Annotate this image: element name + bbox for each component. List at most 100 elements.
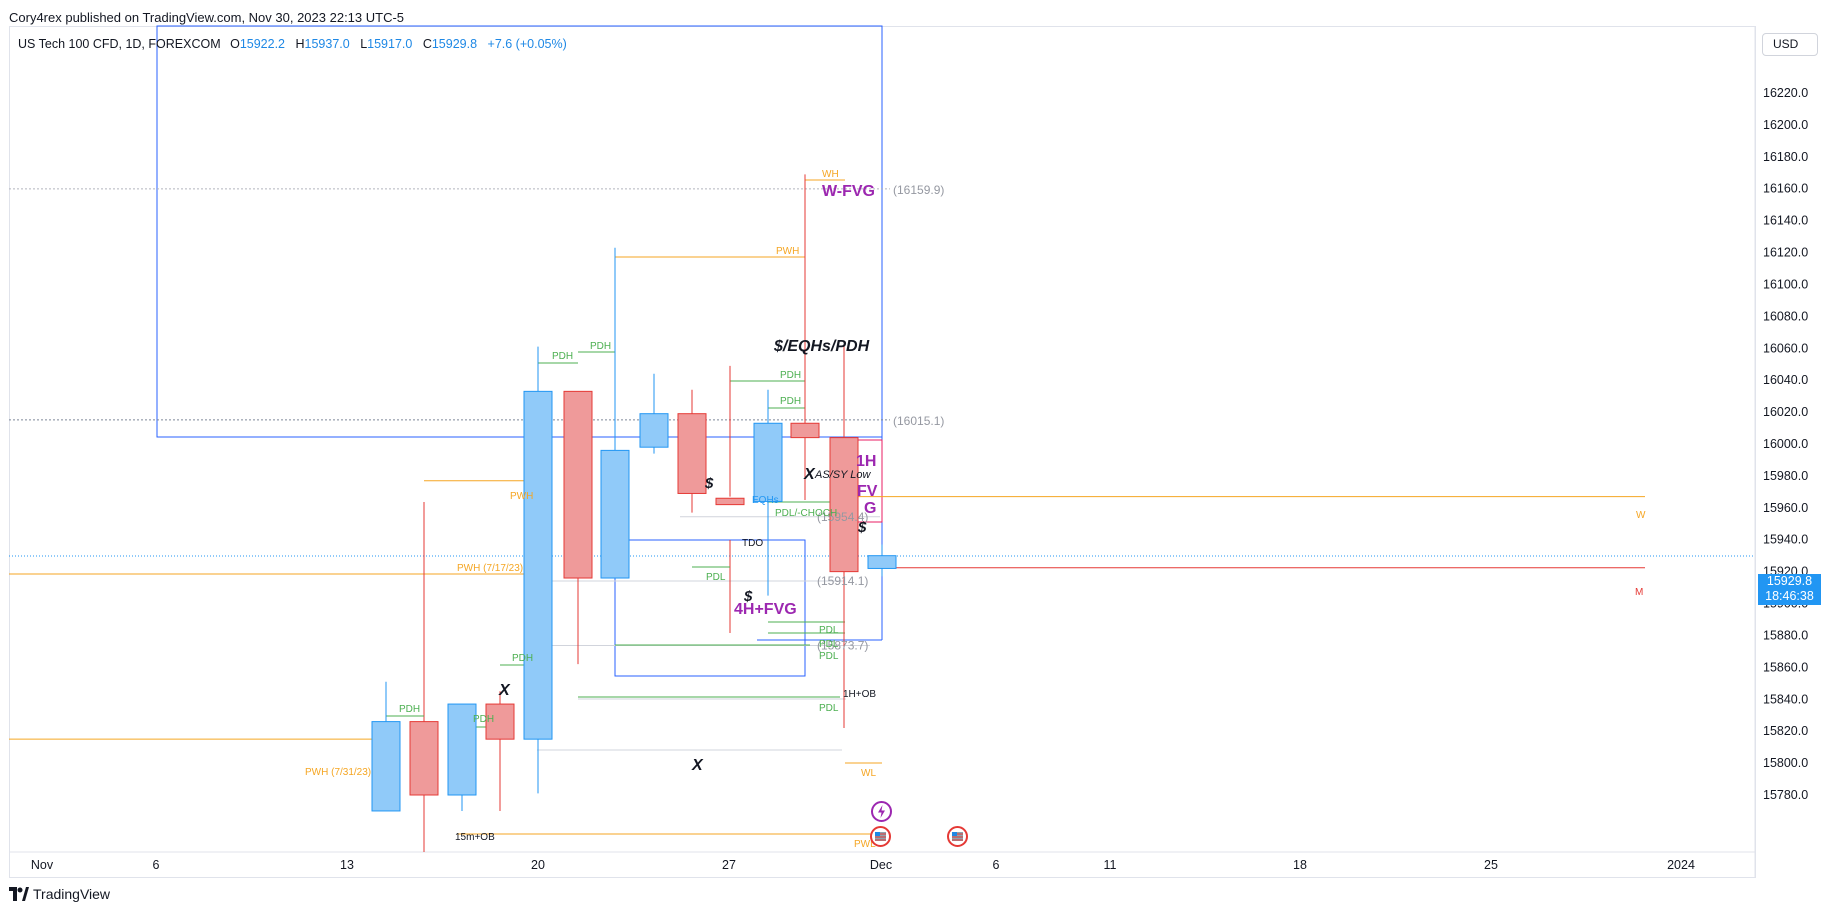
dollar-marker: $ bbox=[704, 475, 714, 492]
publisher-text: Cory4rex published on TradingView.com, N… bbox=[9, 10, 405, 25]
w-fvg-label: W-FVG bbox=[822, 183, 875, 200]
discount-zone-box bbox=[614, 539, 806, 677]
price-level-label: (16015.1) bbox=[893, 414, 944, 428]
x-tick-label: 6 bbox=[153, 858, 160, 872]
pdh-label: PDH bbox=[473, 714, 494, 725]
candle[interactable] bbox=[753, 389, 783, 596]
y-tick-label: 15960.0 bbox=[1763, 501, 1808, 515]
high-value: 15937.0 bbox=[304, 37, 350, 51]
price-level-label: (16159.9) bbox=[893, 183, 944, 197]
candle[interactable] bbox=[600, 247, 630, 579]
y-tick-label: 16120.0 bbox=[1763, 246, 1808, 260]
low-value: 15917.0 bbox=[367, 37, 413, 51]
pdl-label: PDL bbox=[819, 703, 839, 714]
dollar-marker: $ bbox=[857, 519, 867, 536]
as-sy-low-label: AS/SY Low bbox=[814, 469, 871, 481]
1h-ob-label: 1H+OB bbox=[843, 689, 876, 700]
pdl-label: PDL bbox=[819, 639, 839, 650]
y-tick-label: 16180.0 bbox=[1763, 150, 1808, 164]
pdl-choch-label: PDL/-CHOCH bbox=[775, 508, 837, 519]
candle[interactable] bbox=[639, 373, 669, 454]
1h-fvg-label: 1H bbox=[856, 453, 876, 470]
candle-body bbox=[867, 555, 897, 569]
y-tick-label: 16060.0 bbox=[1763, 341, 1808, 355]
pwh-label: PWH bbox=[510, 491, 533, 502]
candle-body bbox=[829, 437, 859, 573]
x-tick-label: 25 bbox=[1484, 858, 1498, 872]
last-price: 15929.8 bbox=[1766, 574, 1813, 588]
tradingview-logo-icon bbox=[9, 887, 29, 901]
lightning-icon[interactable] bbox=[871, 801, 892, 822]
us-flag-event-icon[interactable] bbox=[870, 826, 891, 847]
footer-brand-name: TradingView bbox=[33, 886, 111, 902]
x-marker: X bbox=[691, 757, 704, 774]
1h-fvg-label: FV bbox=[857, 483, 878, 500]
pwh-label: PWH bbox=[776, 246, 799, 257]
candle-body bbox=[563, 390, 593, 579]
candle-body bbox=[715, 497, 745, 506]
candle[interactable] bbox=[485, 691, 515, 811]
candle[interactable] bbox=[371, 681, 401, 812]
candle[interactable] bbox=[677, 389, 707, 513]
pdh-label: PDH bbox=[399, 704, 420, 715]
y-tick-label: 15800.0 bbox=[1763, 756, 1808, 770]
change-value: +7.6 (+0.05%) bbox=[487, 37, 567, 51]
y-tick-label: 15940.0 bbox=[1763, 533, 1808, 547]
x-tick-label: 2024 bbox=[1667, 858, 1695, 872]
candle[interactable] bbox=[563, 390, 593, 665]
candle[interactable] bbox=[867, 544, 897, 577]
pdl-label: PDL bbox=[819, 625, 839, 636]
wh-label: WH bbox=[822, 169, 839, 180]
y-tick-label: 16100.0 bbox=[1763, 277, 1808, 291]
candle[interactable] bbox=[790, 174, 820, 484]
candle-body bbox=[753, 422, 783, 502]
symbol-name[interactable]: US Tech 100 CFD, 1D, FOREXCOM bbox=[18, 37, 221, 51]
x-tick-label: 11 bbox=[1104, 858, 1117, 872]
y-tick-label: 16080.0 bbox=[1763, 309, 1808, 323]
y-tick-label: 16200.0 bbox=[1763, 118, 1808, 132]
candle-body bbox=[790, 422, 820, 439]
pdl-label: PDL bbox=[706, 572, 726, 583]
x-marker: X bbox=[498, 682, 511, 699]
candle-body bbox=[677, 413, 707, 494]
candle[interactable] bbox=[715, 365, 745, 506]
price-level-label: (15954.4) bbox=[817, 510, 868, 524]
candle-body bbox=[639, 413, 669, 448]
pdh-label: PDH bbox=[590, 341, 611, 352]
x-tick-label: 20 bbox=[531, 858, 545, 872]
x-tick-label: Dec bbox=[870, 858, 892, 872]
candle[interactable] bbox=[447, 703, 477, 811]
candle-body bbox=[485, 703, 515, 740]
y-tick-label: 15860.0 bbox=[1763, 660, 1808, 674]
footer-brand[interactable]: TradingView bbox=[9, 886, 110, 906]
pdl-label: PDL bbox=[819, 651, 839, 662]
x-marker: X bbox=[803, 466, 816, 483]
candle-body bbox=[523, 390, 553, 740]
x-tick-label: Nov bbox=[31, 858, 54, 872]
candle[interactable] bbox=[829, 345, 859, 728]
open-value: 15922.2 bbox=[239, 37, 286, 51]
x-tick-label: 18 bbox=[1293, 858, 1307, 872]
dollar-marker: $ bbox=[743, 588, 753, 605]
y-tick-label: 16140.0 bbox=[1763, 214, 1808, 228]
pdh-label: PDH bbox=[552, 351, 573, 362]
candle[interactable] bbox=[409, 721, 439, 796]
countdown: 18:46:38 bbox=[1765, 589, 1814, 603]
eqhs-label: EQHs bbox=[752, 495, 779, 506]
15m-ob-label: 15m+OB bbox=[455, 832, 495, 843]
open-label: O bbox=[230, 37, 240, 51]
currency-selector[interactable]: USD bbox=[1762, 33, 1818, 56]
x-tick-label: 6 bbox=[993, 858, 1000, 872]
pwl-label: PWL bbox=[854, 839, 876, 850]
us-flag-event-icon[interactable] bbox=[947, 826, 968, 847]
y-tick-label: 15980.0 bbox=[1763, 469, 1808, 483]
eqhs-pdh-label: $/EQHs/PDH bbox=[773, 338, 870, 355]
premium-zone-box bbox=[156, 25, 883, 438]
x-tick-label: 27 bbox=[722, 858, 736, 872]
y-tick-label: 16000.0 bbox=[1763, 437, 1808, 451]
pdh-label: PDH bbox=[780, 370, 801, 381]
publisher-bar: Cory4rex published on TradingView.com, N… bbox=[0, 0, 1835, 25]
y-tick-label: 16160.0 bbox=[1763, 182, 1808, 196]
candle[interactable] bbox=[523, 346, 553, 794]
